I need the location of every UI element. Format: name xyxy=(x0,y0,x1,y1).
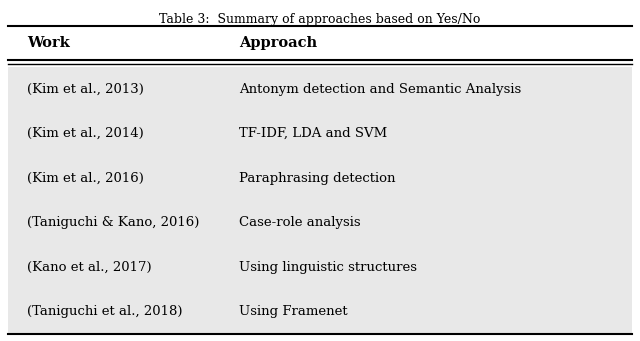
Text: TF-IDF, LDA and SVM: TF-IDF, LDA and SVM xyxy=(239,127,387,140)
Text: (Kim et al., 2014): (Kim et al., 2014) xyxy=(27,127,143,140)
Bar xyxy=(8,290,632,334)
Text: Using linguistic structures: Using linguistic structures xyxy=(239,261,417,274)
Text: Paraphrasing detection: Paraphrasing detection xyxy=(239,172,396,185)
Bar xyxy=(8,67,632,112)
Text: Case-role analysis: Case-role analysis xyxy=(239,216,360,229)
Text: (Kim et al., 2013): (Kim et al., 2013) xyxy=(27,83,143,96)
Bar xyxy=(8,245,632,290)
Text: Using Framenet: Using Framenet xyxy=(239,305,348,318)
Bar xyxy=(8,201,632,245)
Text: (Taniguchi & Kano, 2016): (Taniguchi & Kano, 2016) xyxy=(27,216,199,229)
Bar xyxy=(8,112,632,156)
Bar xyxy=(8,156,632,201)
Text: Work: Work xyxy=(27,36,70,50)
Text: Table 3:  Summary of approaches based on Yes/No: Table 3: Summary of approaches based on … xyxy=(159,13,481,26)
Bar xyxy=(8,26,632,60)
Text: (Kano et al., 2017): (Kano et al., 2017) xyxy=(27,261,151,274)
Text: (Taniguchi et al., 2018): (Taniguchi et al., 2018) xyxy=(27,305,182,318)
Text: (Kim et al., 2016): (Kim et al., 2016) xyxy=(27,172,143,185)
Text: Approach: Approach xyxy=(239,36,317,50)
Text: Antonym detection and Semantic Analysis: Antonym detection and Semantic Analysis xyxy=(239,83,521,96)
